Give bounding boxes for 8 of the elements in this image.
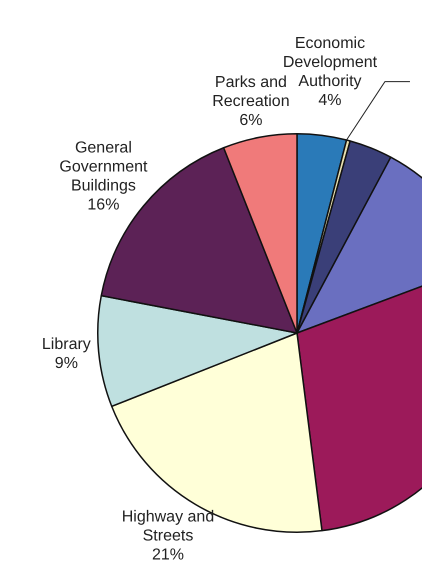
data-label: 9% [54, 355, 78, 372]
data-label: 21% [152, 546, 184, 564]
slice-label: Library [42, 336, 91, 354]
data-label: 6% [239, 112, 262, 129]
data-label: 16% [87, 196, 120, 214]
slice-label: General Government Buildings [59, 140, 148, 195]
slice-label: Highway and Streets [122, 508, 214, 544]
data-label: 4% [318, 92, 342, 109]
